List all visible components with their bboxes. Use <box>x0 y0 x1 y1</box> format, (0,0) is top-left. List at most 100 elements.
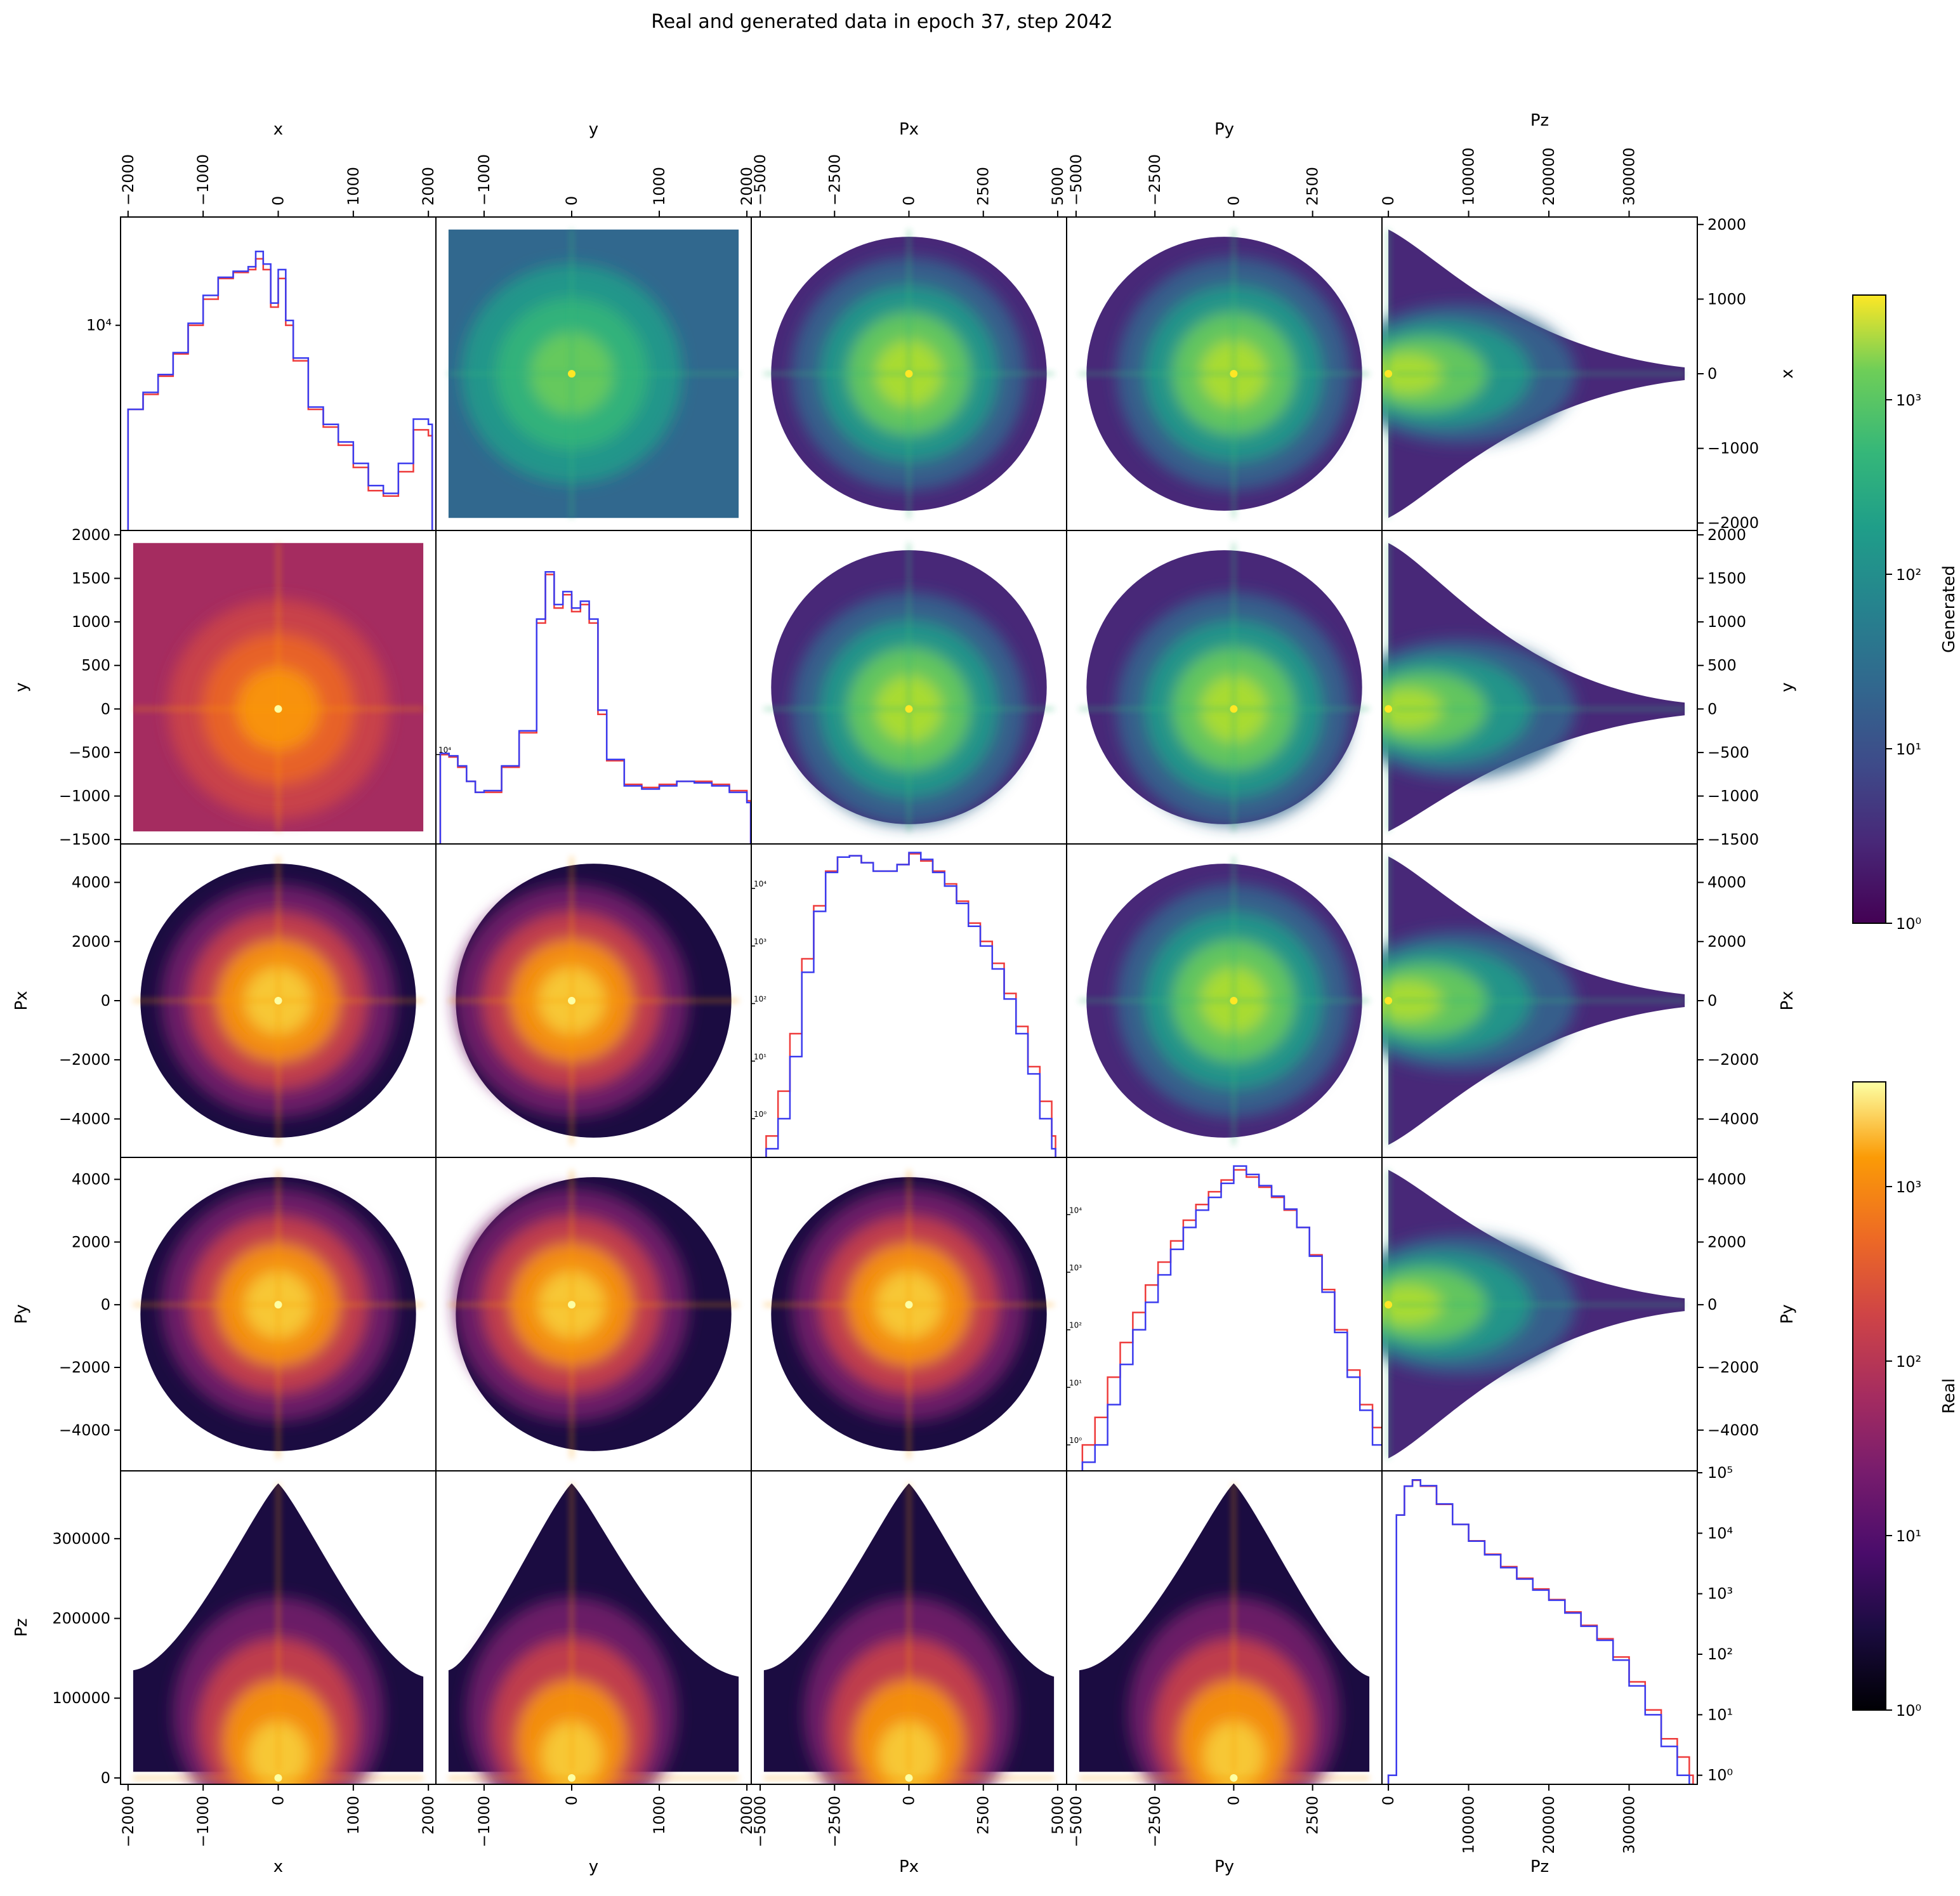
histogram-generated-line <box>127 250 433 530</box>
panel-x-vs-y <box>448 229 739 518</box>
row-tick-label-right: 0 <box>1707 365 1717 383</box>
density-map <box>448 856 739 1145</box>
col-tick-label-bottom: 2500 <box>1304 1796 1322 1834</box>
col-tick-label-top: 1000 <box>650 167 668 206</box>
panel-hist-x: 10⁴ <box>86 250 433 530</box>
density-map <box>763 229 1055 518</box>
col-axis-label-top: Px <box>899 120 919 139</box>
row-tick-label-right: 0 <box>1707 992 1717 1010</box>
density-peak <box>1230 997 1238 1004</box>
row-tick-label-left: 2000 <box>72 1233 110 1251</box>
hist-log-tick-label: 10⁴ <box>1069 1206 1082 1215</box>
col-tick-label-bottom: −2000 <box>119 1796 137 1847</box>
row-axis-label-right: Px <box>1778 991 1797 1010</box>
row-tick-label-left: −1000 <box>59 787 110 805</box>
col-tick-label-bottom: 0 <box>900 1796 918 1805</box>
row-tick-label-left: −1500 <box>59 831 110 848</box>
colorbar-tick-label: 10² <box>1896 1353 1921 1371</box>
density-streak <box>448 1169 739 1459</box>
colorbar-generated-gradient <box>1852 294 1886 924</box>
panel-Pz-vs-x <box>133 1483 424 1784</box>
density-map <box>763 543 1055 832</box>
density-peak <box>274 1301 282 1309</box>
row-tick-label-left: 200000 <box>52 1610 110 1628</box>
col-tick-label-top: 200000 <box>1540 147 1558 206</box>
panel-hist-Px: 10⁰ 10¹ 10² 10³ 10⁴ <box>751 852 1056 1157</box>
colorbar-real-ticks: 10⁰ 10¹ 10² 10³ <box>1886 1178 1921 1720</box>
density-map <box>1079 856 1370 1145</box>
density-peak <box>567 997 576 1004</box>
row-tick-label-right: −1000 <box>1707 787 1759 805</box>
row-tick-label-left: 0 <box>101 1769 110 1787</box>
row-tick-label-right: −500 <box>1707 744 1749 761</box>
panel-frame <box>751 843 1067 1158</box>
row-tick-label-right: 500 <box>1707 657 1737 675</box>
col-axis-label-bottom: x <box>273 1857 283 1876</box>
col-tick-label-top: 300000 <box>1621 147 1638 206</box>
col-tick-label-top: 2000 <box>738 167 756 206</box>
col-tick-label-bottom: 200000 <box>1540 1796 1558 1854</box>
density-peak <box>905 705 913 713</box>
col-tick-label-bottom: 100000 <box>1460 1796 1478 1854</box>
density-peak <box>274 997 282 1004</box>
colorbar-tick-label: 10² <box>1896 566 1921 584</box>
col-tick-label-bottom: 1000 <box>345 1796 362 1834</box>
hist-log-tick-label: 10¹ <box>1069 1378 1082 1387</box>
col-tick-label-top: 1000 <box>345 167 362 206</box>
col-tick-label-top: 0 <box>900 196 918 206</box>
column-axes: −2000 −1000 0 1000 2000 x −2000 −1000 0 1000 2000 x… <box>119 111 1638 1876</box>
row-tick-label-right: 0 <box>1707 1296 1717 1313</box>
panel-y-vs-Pz <box>1382 543 1685 832</box>
row-tick-label-right: 4000 <box>1707 1171 1746 1188</box>
row-tick-label-right: 2000 <box>1707 933 1746 951</box>
col-tick-label-bottom: 2500 <box>975 1796 992 1834</box>
row-tick-label-left: 0 <box>101 700 110 718</box>
hist-log-tick-label: 10⁴ <box>86 317 112 334</box>
col-tick-label-top: −2500 <box>825 154 843 206</box>
density-peak <box>274 1774 282 1782</box>
panel-Py-vs-Pz <box>1382 1169 1685 1459</box>
colorbar-tick-label: 10³ <box>1896 392 1921 409</box>
col-tick-label-bottom: 0 <box>1379 1796 1397 1805</box>
density-peak <box>1230 1774 1238 1782</box>
hist-log-tick-label: 10³ <box>754 937 766 946</box>
density-map <box>1382 856 1685 1145</box>
row-axis-label-left: Py <box>12 1304 31 1324</box>
row-tick-label-right: −2000 <box>1707 1359 1759 1376</box>
row-tick-label-left: 1500 <box>72 569 110 587</box>
histogram-real-line <box>127 258 433 530</box>
panel-Pz-vs-Py <box>1079 1483 1370 1784</box>
row-tick-label-left: −4000 <box>59 1421 110 1439</box>
col-tick-label-bottom: 2000 <box>419 1796 437 1834</box>
col-tick-label-bottom: −5000 <box>1067 1796 1085 1847</box>
hist-log-tick-label: 10⁵ <box>1707 1464 1733 1482</box>
histogram-generated-line <box>1081 1165 1382 1471</box>
hist-log-tick-label: 10¹ <box>754 1052 766 1061</box>
density-map <box>448 1483 739 1784</box>
density-map <box>1079 229 1370 518</box>
col-tick-label-top: 2500 <box>975 167 992 206</box>
density-map <box>133 543 424 832</box>
row-tick-label-right: −2000 <box>1707 514 1759 532</box>
row-tick-label-left: 500 <box>81 657 110 675</box>
col-tick-label-bottom: 0 <box>270 1796 287 1805</box>
col-tick-label-top: −1000 <box>194 154 212 206</box>
density-peak <box>1384 705 1393 713</box>
density-streak <box>1387 543 1685 832</box>
histogram-real-line <box>765 853 1056 1157</box>
row-tick-label-right: −2000 <box>1707 1051 1759 1069</box>
colorbar-real-gradient <box>1852 1081 1886 1711</box>
col-tick-label-bottom: −5000 <box>751 1796 769 1847</box>
row-tick-label-left: −500 <box>69 744 110 761</box>
density-map <box>448 229 739 518</box>
panel-x-vs-Px <box>763 229 1055 518</box>
panel-Py-vs-y <box>448 1169 739 1459</box>
col-tick-label-bottom: 0 <box>563 1796 581 1805</box>
density-map <box>1382 229 1685 518</box>
row-tick-label-left: 0 <box>101 1296 110 1313</box>
col-tick-label-bottom: 0 <box>1225 1796 1242 1805</box>
density-peak <box>905 1301 913 1309</box>
density-peak <box>274 705 282 713</box>
row-tick-label-left: 2000 <box>72 933 110 951</box>
density-map <box>1382 1169 1685 1459</box>
